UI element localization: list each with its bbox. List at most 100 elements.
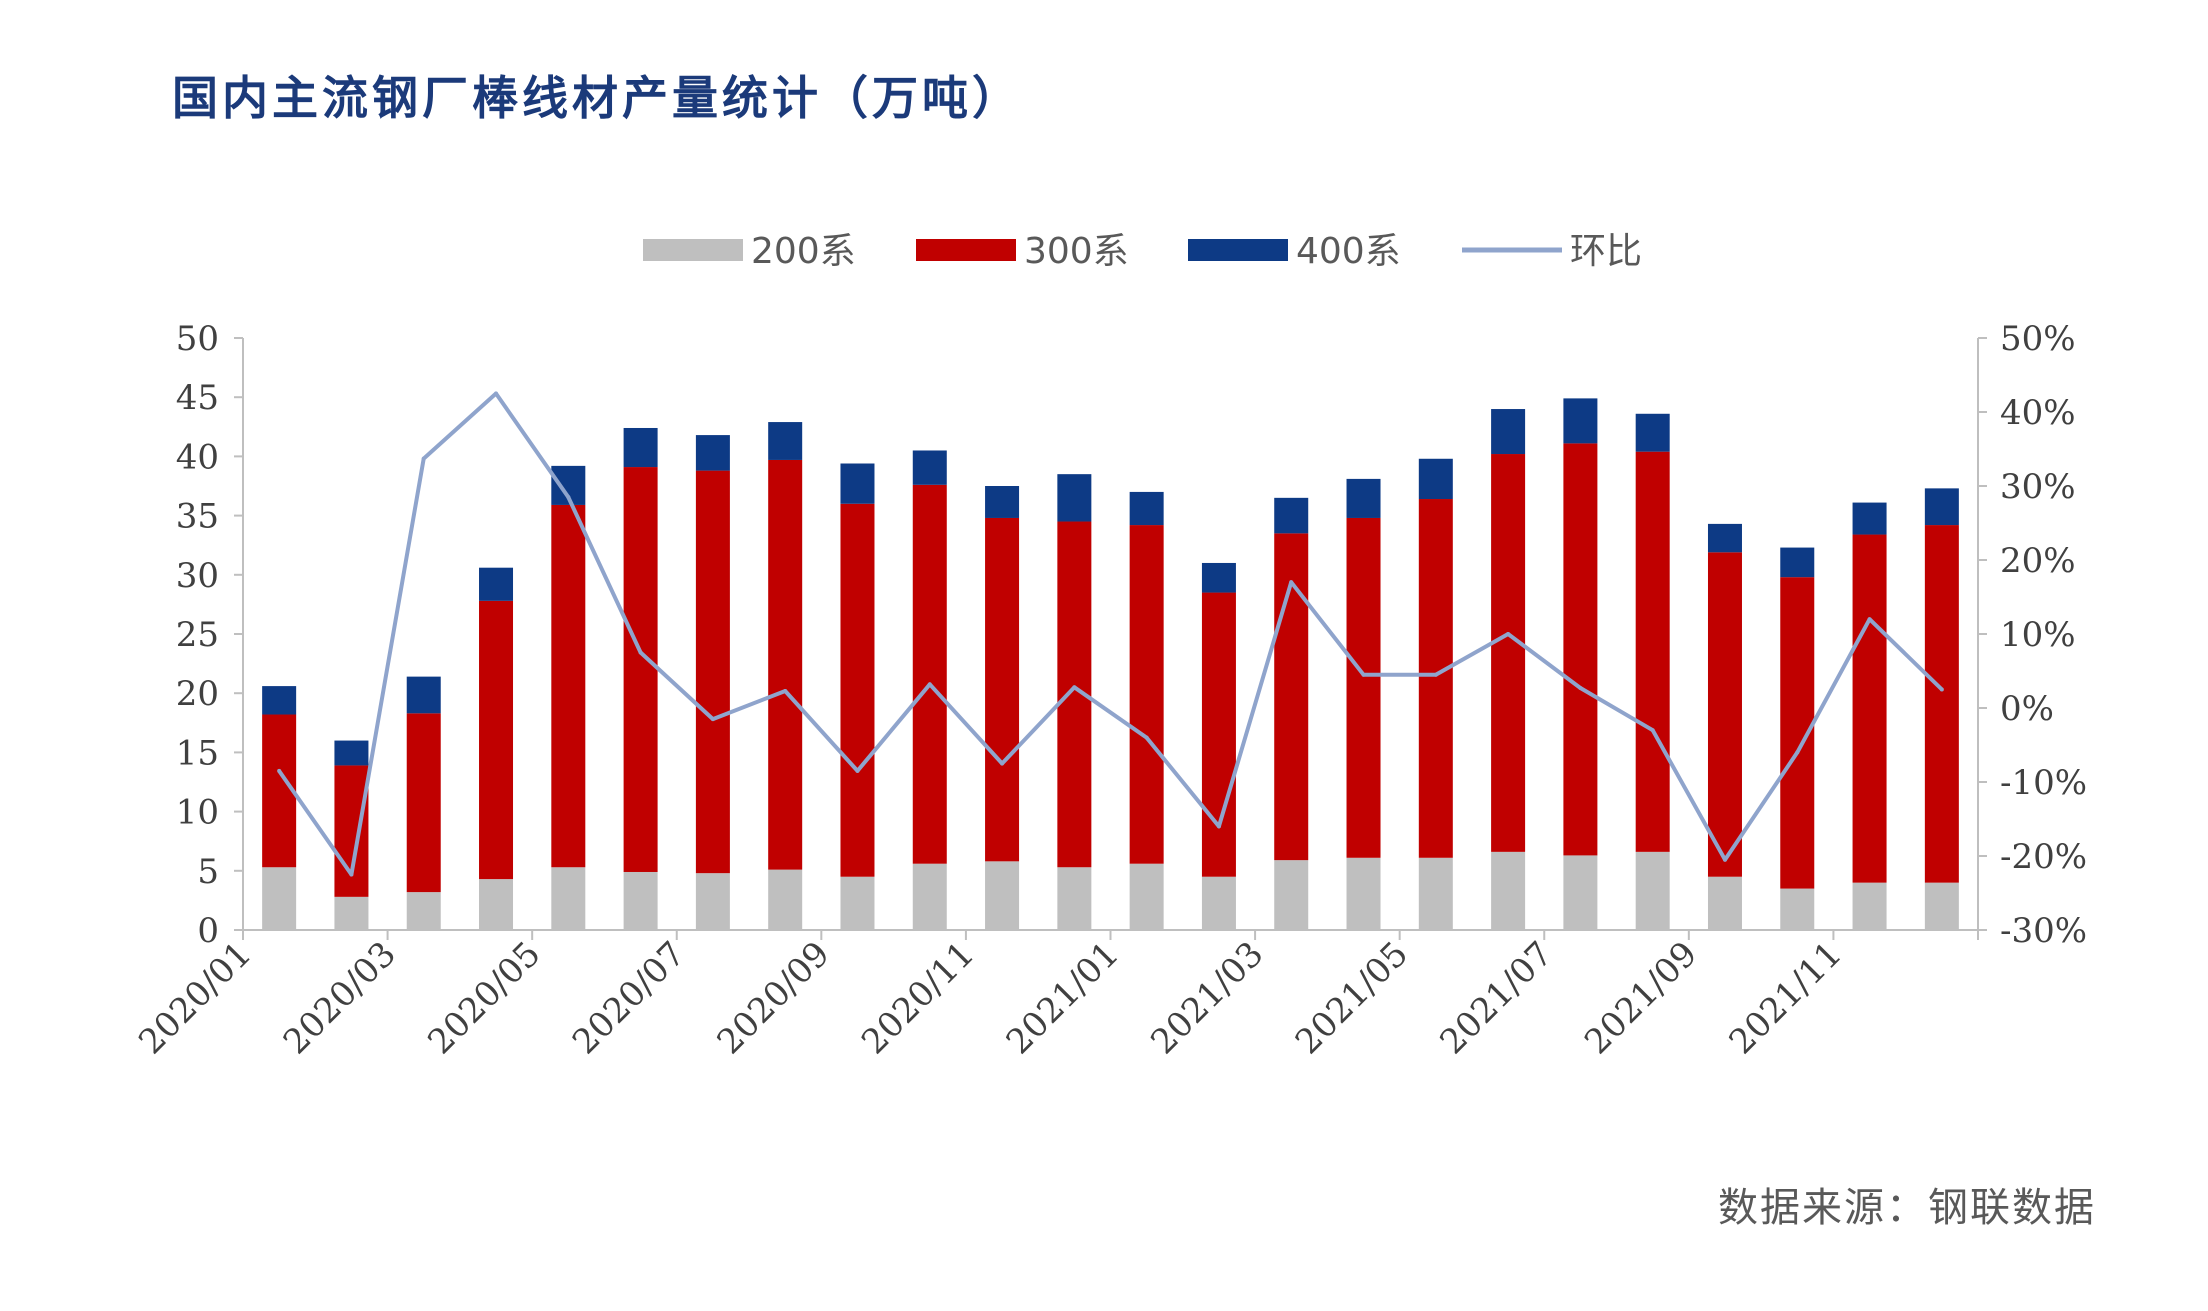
x-tick-label: 2020/11 [854, 934, 982, 1062]
bar-300 [623, 467, 658, 872]
x-tick-label: 2021/09 [1577, 934, 1705, 1062]
bar-300 [912, 484, 947, 864]
bar-200 [1201, 876, 1236, 930]
bar-400 [985, 486, 1020, 518]
y-right-tick-label: -10% [2000, 763, 2087, 803]
ratio-point [566, 495, 571, 500]
y-right-tick-label: 10% [2000, 615, 2076, 655]
ratio-line [277, 391, 1944, 877]
source-note: 数据来源：钢联数据 [1718, 1185, 2096, 1231]
bar-200 [262, 867, 297, 930]
ratio-point [1939, 687, 1944, 692]
bar-400 [1274, 497, 1309, 534]
bar-200 [1924, 882, 1959, 930]
bar-200 [1491, 851, 1526, 930]
bar-400 [1563, 398, 1598, 444]
ratio-point [1144, 735, 1149, 740]
y-left-tick-label: 5 [197, 852, 219, 892]
ratio-point [1361, 672, 1366, 677]
ratio-point [1867, 617, 1872, 622]
legend-label: 环比 [1570, 231, 1642, 272]
bar-300 [262, 714, 297, 868]
y-axis-left: 0 5 10 15 20 25 30 35 40 45 50 [176, 319, 244, 951]
y-right-tick-label: -30% [2000, 911, 2087, 951]
bar-200 [1707, 876, 1742, 930]
bar-400 [262, 686, 297, 715]
bar-300 [406, 713, 441, 893]
ratio-point [494, 391, 499, 396]
legend-label: 200系 [751, 231, 856, 272]
bar-400 [1201, 562, 1236, 593]
bar-300 [334, 765, 369, 897]
ratio-point [1000, 761, 1005, 766]
bar-200 [695, 873, 730, 930]
ratio-point [1650, 728, 1655, 733]
y-left-tick-label: 10 [176, 793, 219, 833]
bar-series-group [262, 398, 1959, 930]
bar-400 [623, 427, 658, 468]
bar-400 [1346, 478, 1381, 518]
legend-label: 300系 [1024, 231, 1129, 272]
bar-200 [1852, 882, 1887, 930]
bar-200 [1418, 857, 1453, 930]
bar-200 [1635, 851, 1670, 930]
bar-400 [334, 740, 369, 766]
y-right-tick-label: 20% [2000, 541, 2076, 581]
bar-300 [840, 503, 875, 877]
bar-200 [1129, 863, 1164, 930]
bar-300 [479, 600, 514, 880]
bar-400 [1129, 491, 1164, 526]
legend-swatch [1188, 239, 1288, 261]
bar-300 [1924, 525, 1959, 883]
bar-300 [1563, 443, 1598, 856]
ratio-point [1433, 672, 1438, 677]
bar-300 [1852, 534, 1887, 883]
bar-400 [1780, 547, 1815, 578]
y-left-tick-label: 40 [176, 437, 219, 477]
bar-400 [406, 676, 441, 714]
y-left-tick-label: 35 [176, 497, 219, 537]
bar-200 [1780, 888, 1815, 930]
bar-300 [551, 504, 586, 868]
y-left-tick-label: 15 [176, 733, 219, 773]
bar-200 [1346, 857, 1381, 930]
y-right-tick-label: 30% [2000, 467, 2076, 507]
x-tick-label: 2020/07 [565, 934, 693, 1062]
bar-400 [1635, 413, 1670, 452]
bar-300 [1201, 592, 1236, 877]
bar-300 [1707, 552, 1742, 877]
x-tick-label: 2021/07 [1432, 934, 1560, 1062]
ratio-point [1506, 632, 1511, 636]
bar-400 [479, 567, 514, 601]
ratio-point [927, 682, 932, 687]
bar-400 [1852, 502, 1887, 535]
bar-200 [768, 869, 803, 930]
x-tick-label: 2021/11 [1722, 934, 1850, 1062]
y-left-tick-label: 25 [176, 615, 219, 655]
y-right-tick-label: -20% [2000, 837, 2087, 877]
bar-200 [985, 861, 1020, 930]
bar-200 [840, 876, 875, 930]
bar-300 [1635, 451, 1670, 852]
ratio-point [1289, 580, 1294, 585]
x-tick-label: 2020/03 [276, 934, 404, 1062]
ratio-point [1578, 686, 1583, 691]
x-tick-label: 2021/03 [1143, 934, 1271, 1062]
bar-200 [912, 863, 947, 930]
bar-200 [479, 879, 514, 930]
chart-title: 国内主流钢厂棒线材产量统计（万吨） [172, 71, 1022, 125]
x-axis: 2020/01 2020/03 2020/05 2020/07 2020/09 2020/… [131, 929, 1979, 1062]
ratio-point [1216, 824, 1221, 829]
bar-400 [912, 450, 947, 485]
ratio-line-group [277, 391, 1944, 877]
ratio-point [1795, 750, 1800, 755]
x-tick-label: 2021/05 [1288, 934, 1416, 1062]
bar-300 [1491, 454, 1526, 852]
ratio-point [277, 768, 282, 773]
bar-400 [1924, 488, 1959, 526]
ratio-point [638, 650, 643, 655]
ratio-point [349, 872, 354, 877]
bar-200 [623, 871, 658, 930]
bar-400 [1057, 474, 1092, 522]
